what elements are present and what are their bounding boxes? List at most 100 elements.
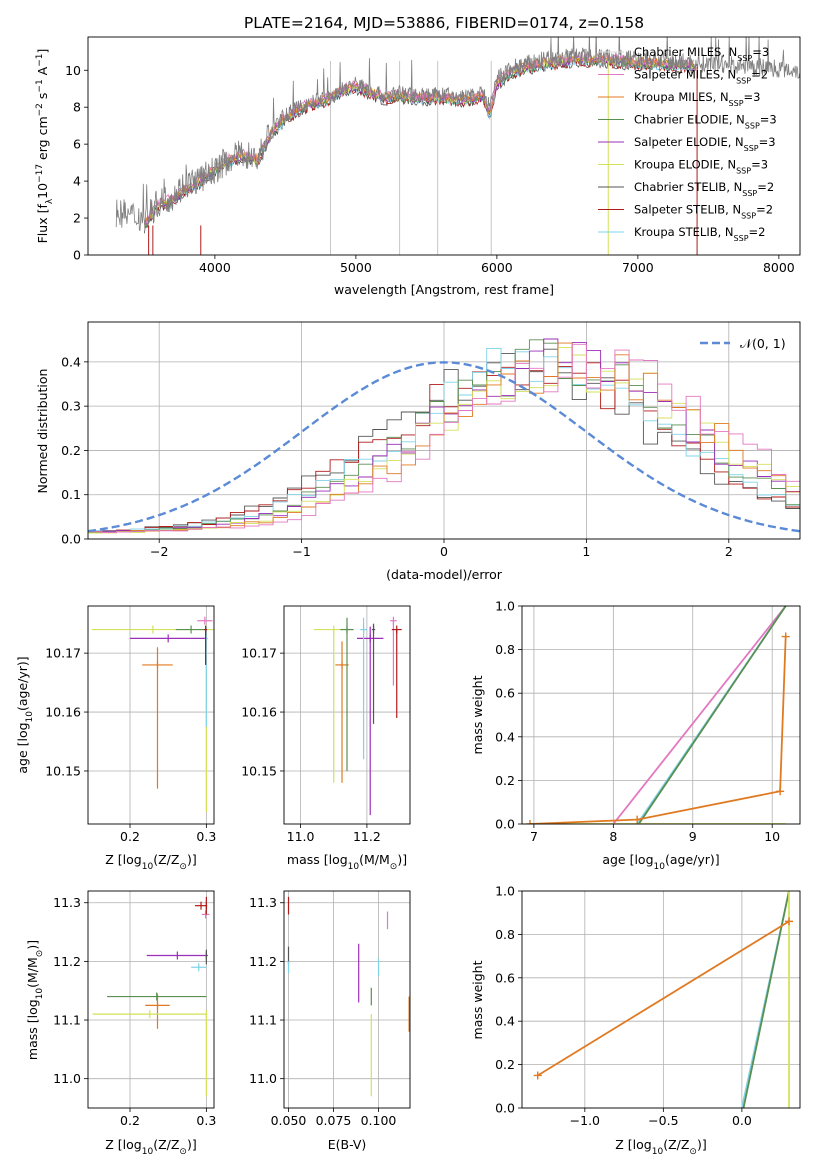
legend-sub: SSP	[734, 234, 749, 243]
axes-residuals: −2 −1 0 1 2 0.0 0.1 0.2 0.3 0.4 𝒩(0, 1) (data-model…	[35, 321, 801, 582]
label-part: mass [log	[287, 852, 348, 867]
label-part: −1	[35, 54, 45, 67]
y-tick-label: 6	[73, 137, 81, 152]
label-part: age [log	[15, 722, 30, 773]
axes-spectrum: 4000 5000 6000 7000 8000 0 2 4 6 8 10 Chabrier MILE…	[35, 36, 801, 297]
figure-title: PLATE=2164, MJD=53886, FIBERID=0174, z=0…	[244, 14, 644, 32]
x-tick-label: 6000	[481, 260, 513, 275]
label-part: Z [log	[105, 852, 141, 867]
label-part: 10	[142, 862, 154, 872]
x-tick-label: 11.2	[353, 829, 381, 844]
legend-value: =2	[751, 68, 768, 82]
y-axis-label: mass [log10(M/M⊙)]	[25, 940, 45, 1060]
y-tick-label: 10.17	[241, 646, 277, 661]
label-part: erg cm	[35, 116, 50, 164]
point-marker	[776, 787, 785, 796]
legend-sub: SSP	[744, 144, 759, 153]
x-axis-label: Z [log10(Z/Z⊙)]	[615, 1137, 706, 1157]
legend-entry: Chabrier ELODIE, NSSP=3	[634, 113, 777, 131]
point-marker	[533, 1071, 542, 1080]
legend-sub: SSP	[729, 99, 744, 108]
legend-value: =3	[744, 90, 761, 104]
y-tick-label: 11.2	[53, 954, 81, 969]
legend-text: Kroupa MILES, N	[634, 90, 729, 104]
legend-entry: Chabrier STELIB, NSSP=2	[634, 180, 774, 198]
legend-value: =3	[760, 113, 777, 127]
label-part: (age/yr)]	[665, 852, 720, 867]
legend-text: Chabrier MILES, N	[634, 45, 737, 59]
point-marker	[633, 815, 642, 824]
y-axis-label: mass weight	[470, 675, 485, 754]
label-part: )]	[187, 1137, 197, 1152]
y-tick-label: 11.3	[249, 895, 277, 910]
y-tick-label: 0	[73, 248, 81, 263]
axes-mass_vs_Z: 0.2 0.311.011.111.211.3Z [log10(Z/Z⊙)]mas…	[25, 890, 216, 1157]
label-part: ⊙	[390, 862, 398, 872]
axes-frame	[283, 890, 411, 1109]
y-tick-label: 0.2	[495, 1057, 515, 1072]
label-part: 10	[652, 1147, 664, 1157]
y-axis-label: Flux [fλ10−17 erg cm−2 s−1 A−1]	[35, 49, 55, 244]
residual-histogram-kroupa_stelib	[88, 347, 800, 533]
label-part: ⊙	[179, 1147, 187, 1157]
x-tick-label: 0.075	[316, 1113, 352, 1128]
weight-line-kroupa_miles	[529, 636, 787, 824]
y-tick-label: 0.4	[495, 729, 515, 744]
axes-age_vs_mass: 11.0 11.2 10.15 10.16 10.17 mass [log10(M/M⊙)…	[241, 605, 411, 872]
point-marker	[785, 917, 794, 926]
axes-massweight_vs_Z: −1.0 −0.5 0.0 0.0 0.2 0.4 0.6 0.8 1.0 Z [log10(Z/…	[470, 884, 801, 1157]
x-tick-label: −2	[150, 544, 168, 559]
label-part: Z [log	[615, 1137, 651, 1152]
y-tick-label: 0.2	[61, 443, 81, 458]
label-part: Flux [f	[35, 204, 50, 244]
legend-sub: SSP	[736, 166, 751, 175]
y-tick-label: 1.0	[495, 884, 515, 899]
legend-text: Salpeter ELODIE, N	[634, 135, 744, 149]
label-part: (Z/Z	[663, 1137, 689, 1152]
axes-frame	[87, 605, 215, 825]
label-part: −1	[35, 79, 45, 92]
y-tick-label: 10.16	[45, 705, 81, 720]
legend-value: =2	[756, 203, 773, 217]
y-tick-label: 11.1	[249, 1013, 277, 1028]
normal-distribution-curve	[88, 361, 800, 533]
axes-frame	[283, 605, 411, 825]
legend-value: =3	[751, 158, 768, 172]
x-tick-label: 8000	[763, 260, 795, 275]
label-part: (age/yr)]	[15, 656, 30, 711]
plot-area	[88, 338, 800, 534]
legend-entry: Salpeter STELIB, NSSP=2	[634, 203, 773, 221]
legend-sub: SSP	[745, 121, 760, 130]
legend-text: Kroupa ELODIE, N	[634, 158, 736, 172]
label-part: mass [log	[25, 999, 40, 1060]
y-tick-label: 10.15	[45, 763, 81, 778]
y-axis-label: age [log10(age/yr)]	[15, 656, 35, 773]
model-spectrum-salpeter_elodie	[144, 55, 695, 225]
y-tick-label: 0.2	[495, 773, 515, 788]
plot-area	[525, 606, 790, 824]
legend-entry: Salpeter ELODIE, NSSP=3	[634, 135, 776, 153]
x-axis-label: Z [log10(Z/Z⊙)]	[105, 852, 196, 872]
y-tick-label: 10.16	[241, 705, 277, 720]
x-tick-label: 0.2	[120, 1113, 140, 1128]
point-marker	[781, 632, 790, 641]
axes-frame	[87, 36, 801, 256]
legend-value: =3	[752, 45, 769, 59]
y-tick-label: 4	[73, 174, 81, 189]
x-tick-label: 0.3	[196, 1113, 216, 1128]
label-part: 10	[142, 1147, 154, 1157]
legend-entry: Kroupa MILES, NSSP=3	[634, 90, 760, 108]
x-axis-label: wavelength [Angstrom, rest frame]	[334, 282, 554, 297]
y-axis-label: mass weight	[470, 960, 485, 1039]
y-tick-label: 11.2	[249, 954, 277, 969]
legend-entry: 𝒩(0, 1)	[740, 336, 786, 351]
legend-text: Kroupa STELIB, N	[634, 225, 734, 239]
legend-text: Chabrier STELIB, N	[634, 180, 742, 194]
x-tick-label: −1.0	[570, 1113, 600, 1128]
x-tick-label: 9	[689, 829, 697, 844]
y-axis-label: Normed distribution	[35, 369, 50, 494]
legend-sub: SSP	[741, 211, 756, 220]
plot-area	[92, 896, 210, 1097]
y-tick-label: 11.0	[249, 1071, 277, 1086]
